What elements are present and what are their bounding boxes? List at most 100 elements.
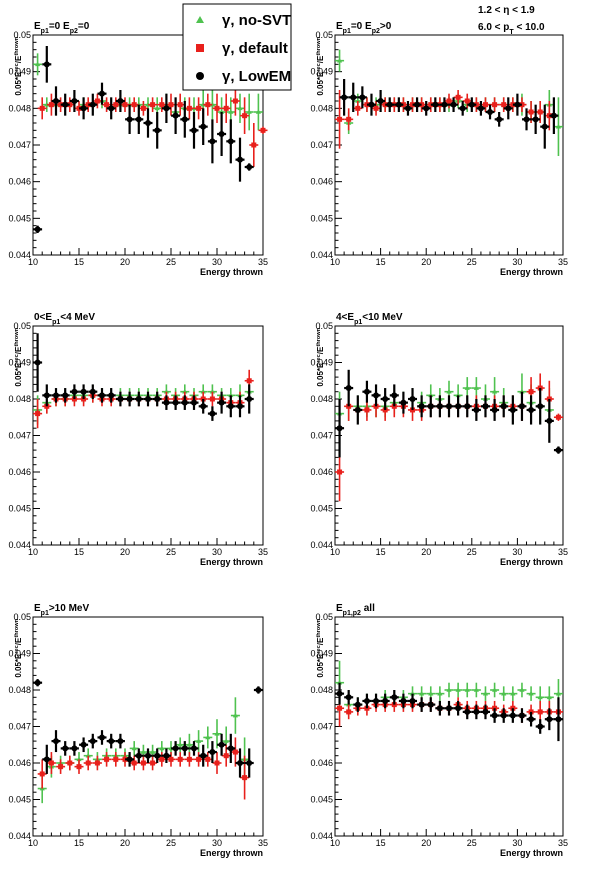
marker-triangle: [255, 109, 261, 114]
data-point: [203, 93, 213, 116]
marker-triangle: [131, 745, 137, 751]
data-point: [348, 82, 358, 112]
marker-circle: [528, 716, 535, 723]
marker-square: [39, 105, 45, 111]
data-point: [42, 46, 52, 83]
plot-frame: [32, 325, 264, 546]
marker-triangle: [336, 57, 343, 63]
plot-frame: [334, 616, 564, 837]
marker-triangle: [214, 731, 220, 736]
marker-square: [58, 764, 64, 770]
marker-circle: [218, 131, 225, 137]
x-tick-label: 20: [120, 838, 130, 848]
legend-entry-nosvt: γ, no-SVT: [196, 12, 291, 29]
data-point: [207, 406, 217, 421]
marker-circle: [34, 359, 41, 366]
data-point: [138, 101, 148, 116]
y-tick-label: 0.046: [310, 177, 333, 187]
data-point: [435, 395, 445, 418]
data-point: [217, 112, 227, 156]
marker-circle: [336, 425, 343, 432]
y-tick-label: 0.045: [8, 795, 31, 805]
marker-circle: [446, 705, 452, 712]
data-point: [244, 93, 254, 131]
marker-triangle: [196, 738, 202, 743]
marker-square: [346, 709, 352, 715]
data-point: [540, 104, 550, 149]
marker-triangle: [537, 694, 543, 700]
marker-circle: [523, 116, 530, 123]
x-axis-label: Energy thrown: [500, 557, 563, 567]
legend-label: γ, default: [222, 40, 288, 57]
marker-circle: [126, 116, 133, 123]
data-point: [102, 752, 112, 767]
marker-circle: [154, 396, 161, 402]
series-lowem: [33, 46, 254, 233]
data-point: [417, 697, 427, 712]
x-tick-label: 35: [558, 257, 568, 267]
data-point: [499, 686, 509, 701]
panel-1: 10 15 20 25 30 35 0.044 0.045 0.046 0.047 0.048 0.0…: [8, 21, 268, 277]
marker-triangle: [437, 690, 443, 696]
y-tick-label: 0.046: [8, 758, 31, 768]
marker-circle: [455, 403, 462, 410]
panel-title: 4<Ep1<10 MeV: [336, 312, 403, 326]
marker-circle: [172, 745, 179, 752]
data-point: [403, 101, 413, 116]
marker-circle: [464, 403, 471, 410]
marker-circle: [400, 697, 407, 704]
marker-square: [410, 102, 416, 108]
marker-circle: [135, 396, 142, 402]
data-point: [161, 395, 171, 410]
data-point: [69, 90, 79, 112]
data-point: [499, 97, 509, 112]
marker-circle: [477, 105, 484, 112]
marker-triangle: [473, 385, 479, 390]
marker-square: [94, 98, 100, 104]
marker-circle: [181, 399, 188, 406]
eta-range-text: 1.2 < η < 1.9: [478, 5, 535, 16]
marker-circle: [218, 399, 225, 406]
marker-square: [35, 411, 41, 417]
data-point: [380, 693, 390, 709]
data-point: [398, 693, 408, 709]
marker-circle: [509, 406, 516, 413]
data-point: [398, 391, 408, 414]
data-point: [508, 686, 518, 701]
marker-square: [140, 105, 146, 111]
data-point: [33, 225, 43, 233]
data-point: [92, 755, 102, 771]
data-point: [253, 93, 263, 131]
data-point: [467, 97, 477, 112]
data-point: [508, 708, 518, 723]
data-point: [526, 686, 536, 701]
marker-circle: [135, 752, 142, 759]
x-tick-label: 15: [74, 838, 84, 848]
data-point: [88, 384, 98, 399]
marker-square: [355, 105, 361, 111]
marker-circle: [464, 708, 471, 715]
x-tick-label: 25: [166, 838, 176, 848]
marker-circle: [145, 396, 151, 402]
data-point: [553, 97, 563, 156]
marker-square: [510, 102, 516, 108]
data-point: [444, 395, 454, 418]
data-point: [230, 737, 240, 767]
data-point: [371, 384, 381, 407]
marker-circle: [528, 406, 535, 413]
data-point: [362, 693, 372, 709]
legend-label: γ, LowEM: [222, 68, 291, 85]
data-point: [549, 97, 559, 134]
marker-square: [364, 407, 370, 413]
marker-circle: [154, 752, 161, 759]
x-tick-label: 25: [166, 257, 176, 267]
data-point: [480, 704, 490, 720]
marker-triangle: [419, 690, 425, 696]
data-point: [42, 384, 52, 407]
data-point: [526, 101, 536, 123]
data-point: [226, 119, 236, 164]
marker-triangle: [163, 388, 169, 394]
data-point: [152, 748, 162, 763]
data-point: [212, 93, 222, 123]
x-tick-label: 10: [330, 838, 340, 848]
